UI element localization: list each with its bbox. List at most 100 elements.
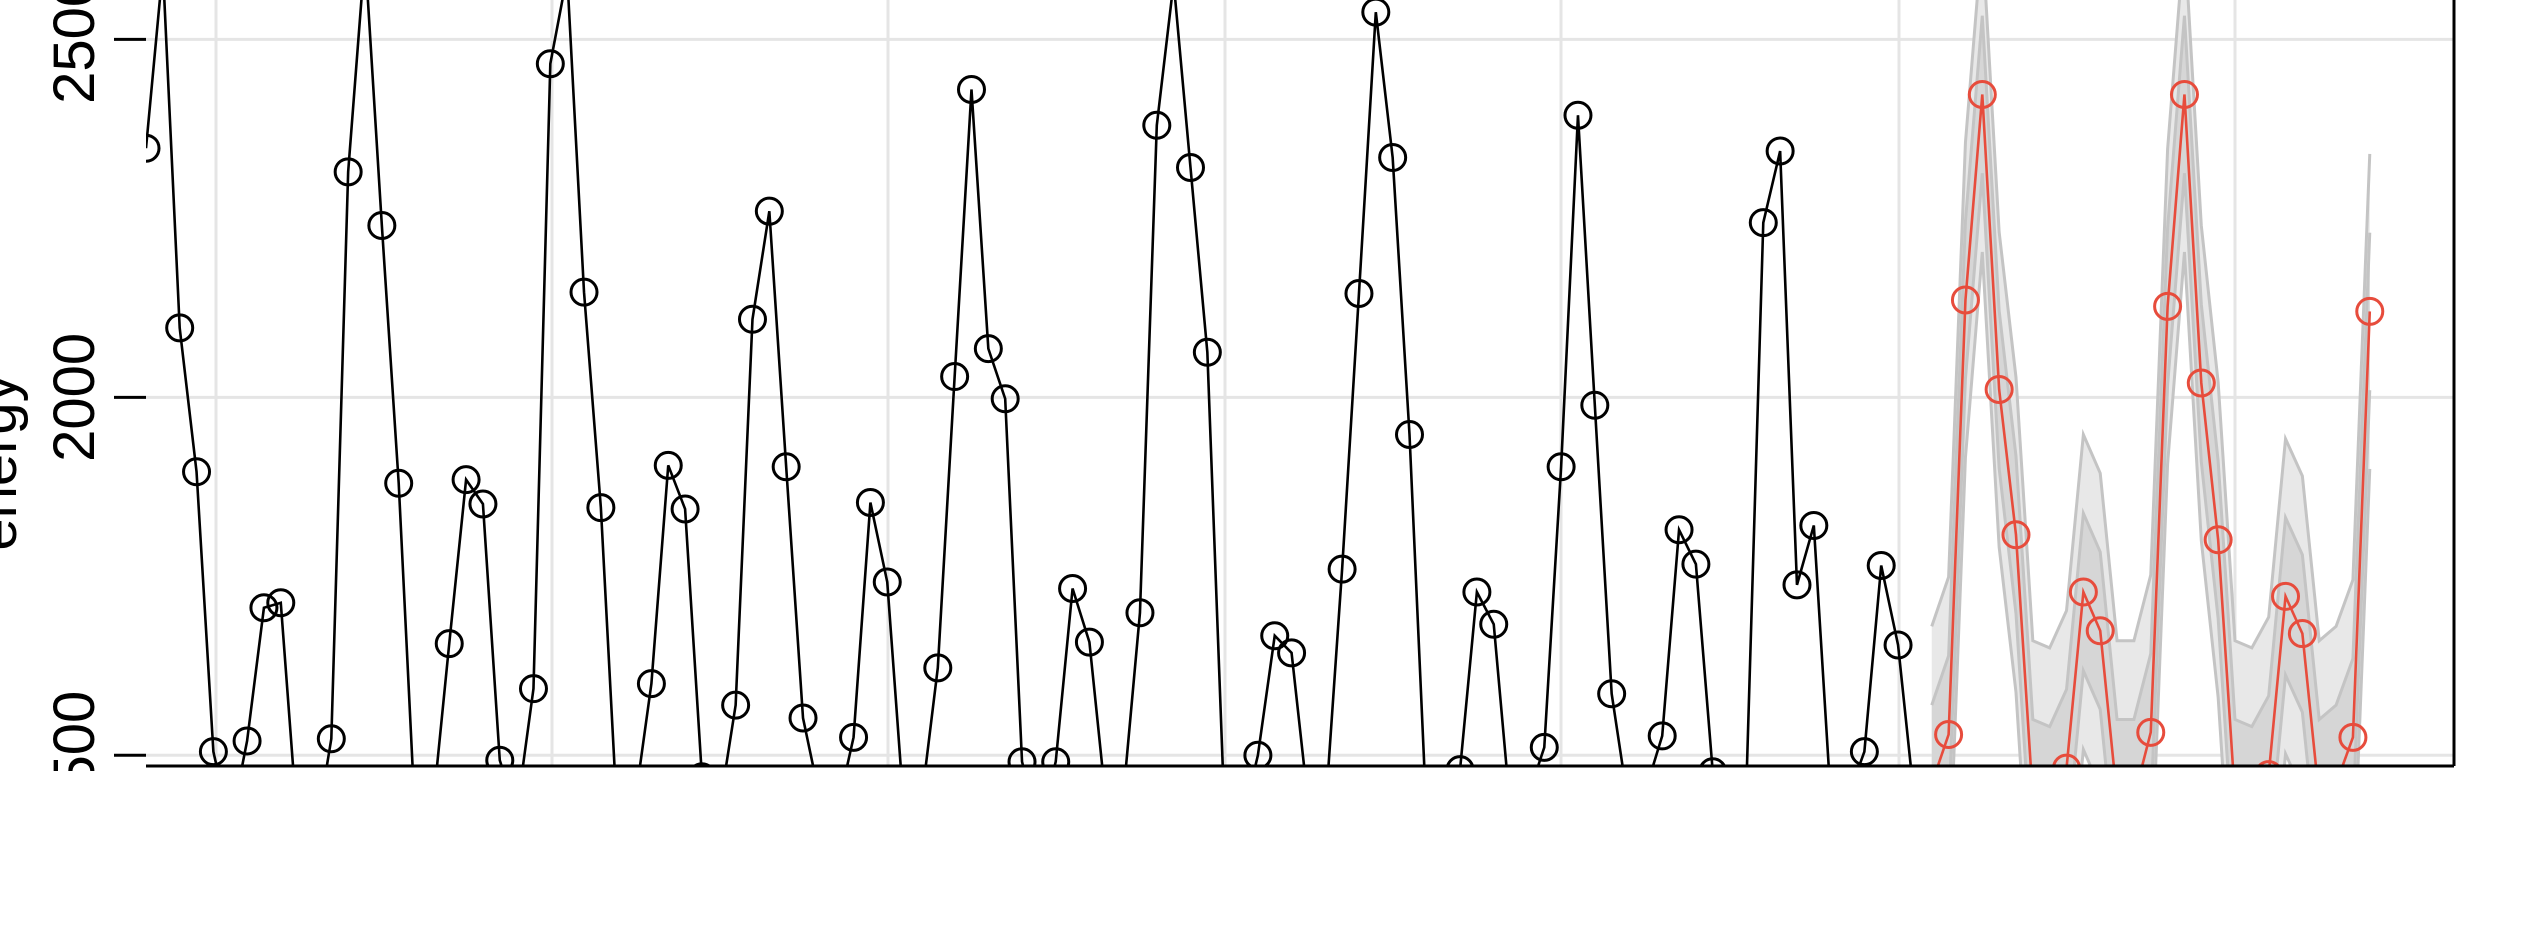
data-point: [2306, 785, 2332, 811]
data-point: [1664, 515, 1694, 545]
interval-upper: [1930, 0, 2372, 650]
data-point: [485, 745, 515, 766]
data-point: [1632, 778, 1658, 804]
data-point: [1344, 279, 1374, 309]
data-point: [1058, 573, 1088, 603]
data-point: [1866, 551, 1896, 581]
data-point: [419, 800, 445, 826]
data-point: [1514, 785, 1540, 811]
plot-area: [146, 0, 2385, 840]
chart-body: energy 1500 2000 2500: [0, 0, 2456, 840]
data-point: [1041, 747, 1071, 766]
series-line: [146, 0, 1913, 766]
data-point: [2136, 717, 2166, 747]
data-point: [1919, 771, 1945, 797]
data-point: [232, 726, 262, 756]
data-point: [468, 489, 498, 519]
data-point: [316, 724, 346, 754]
data-point: [1799, 510, 1829, 540]
data-point: [2257, 760, 2281, 766]
data-point: [2222, 785, 2248, 811]
interval-lower: [1948, 173, 2372, 766]
data-point: [872, 567, 902, 597]
data-point: [1175, 153, 1205, 183]
data-point: [2239, 792, 2265, 818]
data-point: [1142, 110, 1172, 140]
data-point: [1312, 800, 1338, 826]
data-point: [586, 493, 616, 523]
data-point: [1580, 390, 1610, 420]
data-point: [1093, 792, 1119, 818]
data-point: [1378, 142, 1408, 172]
data-point: [1295, 792, 1321, 818]
data-point: [504, 800, 530, 826]
data-point: [1211, 792, 1237, 818]
data-point: [1413, 800, 1439, 826]
data-point: [1498, 800, 1524, 826]
y-tick-label: 2000: [42, 333, 107, 462]
y-tick-label: 2500: [42, 0, 107, 104]
data-point: [839, 722, 869, 752]
data-point: [285, 814, 311, 840]
data-point: [636, 669, 666, 699]
data-point: [165, 313, 195, 343]
data-point: [990, 384, 1020, 414]
data-point: [1228, 814, 1254, 840]
data-point: [855, 488, 885, 518]
data-point: [1597, 679, 1627, 709]
data-point: [2085, 616, 2115, 646]
data-point: [807, 785, 833, 811]
data-point: [1479, 609, 1509, 639]
data-point: [1192, 337, 1222, 367]
y-tick-label: 1500: [42, 691, 107, 820]
data-point: [1125, 598, 1155, 628]
data-point: [1699, 757, 1727, 766]
data-point: [1007, 747, 1037, 766]
data-point: [1616, 792, 1642, 818]
data-point: [1902, 792, 1928, 818]
data-point: [1765, 136, 1795, 166]
data-point: [692, 762, 712, 766]
data-point: [956, 74, 986, 104]
data-point: [1074, 627, 1104, 657]
data-point: [569, 277, 599, 307]
data-point: [2153, 291, 2183, 321]
data-point: [1835, 785, 1861, 811]
data-point: [670, 494, 700, 524]
data-point: [1327, 554, 1357, 584]
data-point: [266, 588, 296, 618]
data-point: [1950, 285, 1980, 315]
data-point: [2203, 525, 2233, 555]
data-point: [1647, 721, 1677, 751]
data-point: [788, 703, 818, 733]
data-point: [2020, 785, 2046, 811]
data-point: [824, 800, 850, 826]
data-point: [1445, 755, 1475, 766]
data-point: [923, 653, 953, 683]
data-point: [1243, 740, 1273, 766]
data-point: [1681, 549, 1711, 579]
data-point: [1260, 621, 1290, 651]
data-point: [1395, 420, 1425, 450]
data-point: [721, 690, 751, 720]
data-point: [1733, 771, 1759, 797]
data-point: [182, 457, 212, 487]
data-point: [2121, 785, 2147, 811]
data-point: [2323, 771, 2349, 797]
data-point: [434, 629, 464, 659]
data-point: [2355, 296, 2385, 326]
data-point: [1934, 720, 1964, 750]
data-point: [706, 800, 732, 826]
data-point: [622, 792, 648, 818]
data-point: [2169, 79, 2199, 109]
data-point: [2287, 619, 2317, 649]
data-point: [217, 814, 243, 840]
data-point: [1026, 814, 1052, 840]
data-point: [451, 465, 481, 495]
data-point: [249, 593, 279, 623]
data-point: [333, 157, 363, 187]
data-point: [2186, 368, 2216, 398]
data-point: [1883, 630, 1913, 660]
